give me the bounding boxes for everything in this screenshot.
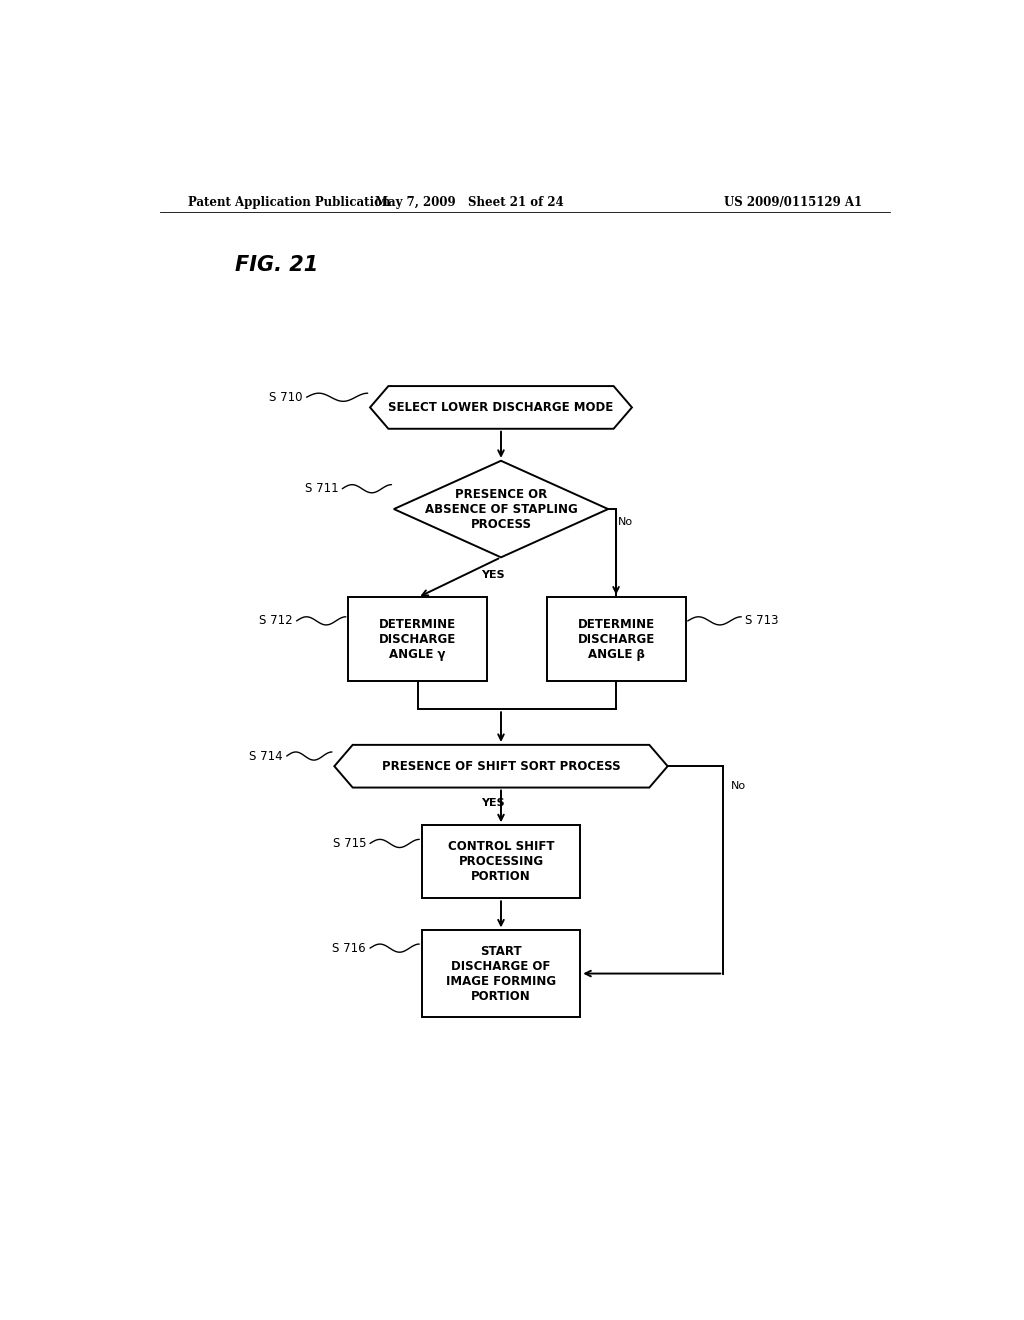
Text: YES: YES (481, 797, 505, 808)
Text: DETERMINE
DISCHARGE
ANGLE γ: DETERMINE DISCHARGE ANGLE γ (379, 618, 457, 660)
Text: CONTROL SHIFT
PROCESSING
PORTION: CONTROL SHIFT PROCESSING PORTION (447, 841, 554, 883)
Text: PRESENCE OF SHIFT SORT PROCESS: PRESENCE OF SHIFT SORT PROCESS (382, 760, 621, 772)
Text: START
DISCHARGE OF
IMAGE FORMING
PORTION: START DISCHARGE OF IMAGE FORMING PORTION (445, 945, 556, 1003)
Text: S 716: S 716 (333, 941, 367, 954)
Text: US 2009/0115129 A1: US 2009/0115129 A1 (724, 195, 862, 209)
Bar (547, 598, 685, 681)
Text: S 710: S 710 (269, 391, 302, 404)
Text: No: No (617, 517, 633, 527)
Bar (422, 825, 581, 899)
Bar (348, 598, 487, 681)
Text: S 713: S 713 (745, 614, 778, 627)
Text: S 712: S 712 (259, 614, 293, 627)
Text: FIG. 21: FIG. 21 (236, 255, 318, 275)
Text: YES: YES (481, 569, 505, 579)
Text: S 714: S 714 (249, 750, 283, 763)
Text: S 715: S 715 (333, 837, 367, 850)
Text: Patent Application Publication: Patent Application Publication (187, 195, 390, 209)
Text: No: No (731, 781, 746, 792)
Text: SELECT LOWER DISCHARGE MODE: SELECT LOWER DISCHARGE MODE (388, 401, 613, 414)
Text: DETERMINE
DISCHARGE
ANGLE β: DETERMINE DISCHARGE ANGLE β (578, 618, 654, 660)
Text: May 7, 2009   Sheet 21 of 24: May 7, 2009 Sheet 21 of 24 (375, 195, 563, 209)
Text: PRESENCE OR
ABSENCE OF STAPLING
PROCESS: PRESENCE OR ABSENCE OF STAPLING PROCESS (425, 487, 578, 531)
Text: S 711: S 711 (305, 482, 338, 495)
Bar (422, 931, 581, 1016)
